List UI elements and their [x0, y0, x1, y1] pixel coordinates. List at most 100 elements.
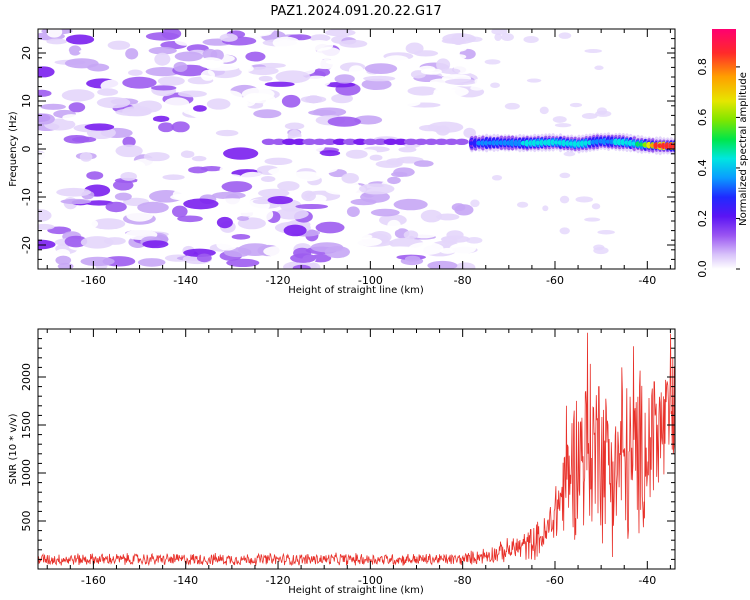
- colorbar-gradient: [712, 29, 736, 269]
- spectrogram-cell: [435, 125, 450, 136]
- spectrogram-cell: [539, 106, 549, 115]
- spectrogram-cell: [217, 198, 248, 205]
- spectrogram-cell: [324, 29, 356, 37]
- spectrogram-cell: [301, 190, 316, 202]
- spectrogram-cell: [105, 201, 127, 213]
- spectrogram-line-cell: [414, 138, 429, 145]
- spectrogram-cell: [202, 48, 218, 61]
- spectrogram-cell: [226, 258, 260, 268]
- spectrogram-cell: [46, 29, 63, 38]
- spectrogram-cell: [267, 196, 293, 205]
- snr-frame: [37, 328, 676, 570]
- spectrogram-cell: [407, 86, 439, 96]
- spectrogram-cell: [420, 209, 443, 223]
- spectrogram-cell: [363, 75, 396, 82]
- spectrogram-cell: [60, 198, 92, 205]
- spectrogram-cell: [370, 208, 400, 217]
- spectrogram-cell: [275, 208, 309, 220]
- spectrogram-cell: [474, 78, 483, 85]
- x-tick-label: -100: [358, 574, 383, 587]
- spectrogram-cell: [387, 219, 401, 231]
- spectrogram-cell: [327, 116, 361, 127]
- spectrogram-cell: [237, 215, 250, 222]
- spectrogram-cell: [257, 260, 279, 269]
- spectrogram-cell: [303, 75, 331, 88]
- spectrogram-cell: [423, 110, 456, 119]
- spectrogram-line-cell: [444, 138, 459, 145]
- spectrogram-cell: [182, 175, 203, 182]
- spectrogram-cell: [436, 58, 451, 72]
- spectrogram-cell: [264, 157, 293, 165]
- spectrogram-line-cell: [373, 138, 388, 145]
- y-tick-label: -20: [20, 236, 33, 254]
- spectrogram-cell: [177, 90, 207, 98]
- spectrogram-cell: [62, 114, 81, 121]
- spectrogram-cell: [552, 116, 567, 123]
- spectrogram-cell: [290, 171, 322, 182]
- spectrogram-line-cell: [353, 138, 368, 145]
- spectrogram-cell: [284, 122, 305, 130]
- spectrogram-cell: [159, 220, 185, 228]
- spectrogram-line-cell: [343, 138, 358, 145]
- spectrogram-cell: [56, 187, 92, 197]
- spectrogram-cell: [439, 45, 467, 53]
- spectrogram-cell: [387, 176, 401, 185]
- spectrogram-cell: [433, 86, 469, 98]
- spectrogram-cell: [115, 144, 143, 158]
- spectrogram-cell: [491, 29, 508, 35]
- spectrogram-line-cell: [292, 138, 307, 145]
- spectrogram-cell: [470, 199, 480, 208]
- spectrogram-cell: [288, 59, 301, 67]
- spectrogram-cell: [263, 246, 292, 257]
- snr-x-label: Height of straight line (km): [288, 585, 424, 596]
- x-tick-label: -120: [266, 574, 291, 587]
- spectrogram-cell: [337, 102, 350, 110]
- spectrogram-cell: [272, 36, 300, 49]
- spectrogram-cell: [523, 36, 539, 44]
- spectrogram-cell: [136, 177, 157, 185]
- x-tick-label: -160: [81, 574, 106, 587]
- spectrogram-cell: [310, 242, 344, 253]
- spectrogram-cell: [408, 242, 444, 255]
- spectrogram-cell: [501, 33, 514, 42]
- spectrogram-cell: [441, 38, 467, 44]
- spectrogram-cell: [38, 113, 55, 125]
- y-tick-label: 10: [20, 94, 33, 108]
- spectrogram-cell: [384, 246, 413, 255]
- spectrogram-cell: [404, 255, 421, 262]
- spectrogram-cell: [288, 111, 306, 119]
- colorbar-tick-label: 0.6: [696, 109, 709, 127]
- spectrogram-cell: [309, 34, 331, 42]
- spectrogram-cell: [260, 175, 276, 182]
- spectrogram-cell: [262, 144, 295, 156]
- colorbar-ticks: 0.0 0.2 0.4 0.6 0.8: [696, 58, 740, 278]
- spectrogram-cell: [345, 149, 368, 159]
- spectrogram-cell: [120, 172, 137, 181]
- colorbar-tick-label: 0.4: [696, 159, 709, 177]
- spectrogram-cell: [193, 105, 207, 112]
- spectrogram-line-cell: [383, 138, 398, 145]
- spectrogram-cell: [172, 189, 187, 200]
- spectrogram-cell: [444, 78, 478, 85]
- spectrogram-cell: [171, 205, 188, 218]
- spectrogram-cell: [400, 108, 431, 117]
- spectrogram-cell: [173, 61, 188, 73]
- chart-title: PAZ1.2024.091.20.22.G17: [270, 4, 441, 19]
- x-tick-label: -140: [173, 574, 198, 587]
- spectrogram-cell: [542, 205, 549, 212]
- spectrogram-cell: [258, 188, 290, 198]
- spectrogram-cell: [305, 40, 334, 51]
- y-tick-label: 0: [20, 146, 33, 153]
- spectrogram-cell: [198, 57, 224, 69]
- x-tick-label: -140: [173, 274, 198, 287]
- spectrogram-cell: [484, 59, 501, 65]
- spectrogram-cell: [206, 98, 231, 110]
- spectrogram-cell: [413, 160, 434, 167]
- spectrogram-cell: [559, 195, 570, 204]
- spectrogram-cell: [241, 87, 275, 101]
- spectrogram-cell: [236, 29, 272, 37]
- spectrogram-cell: [158, 122, 175, 133]
- spectrogram-cell: [427, 260, 458, 269]
- spectrogram-cell: [219, 33, 238, 42]
- spectrogram-cell: [130, 58, 144, 71]
